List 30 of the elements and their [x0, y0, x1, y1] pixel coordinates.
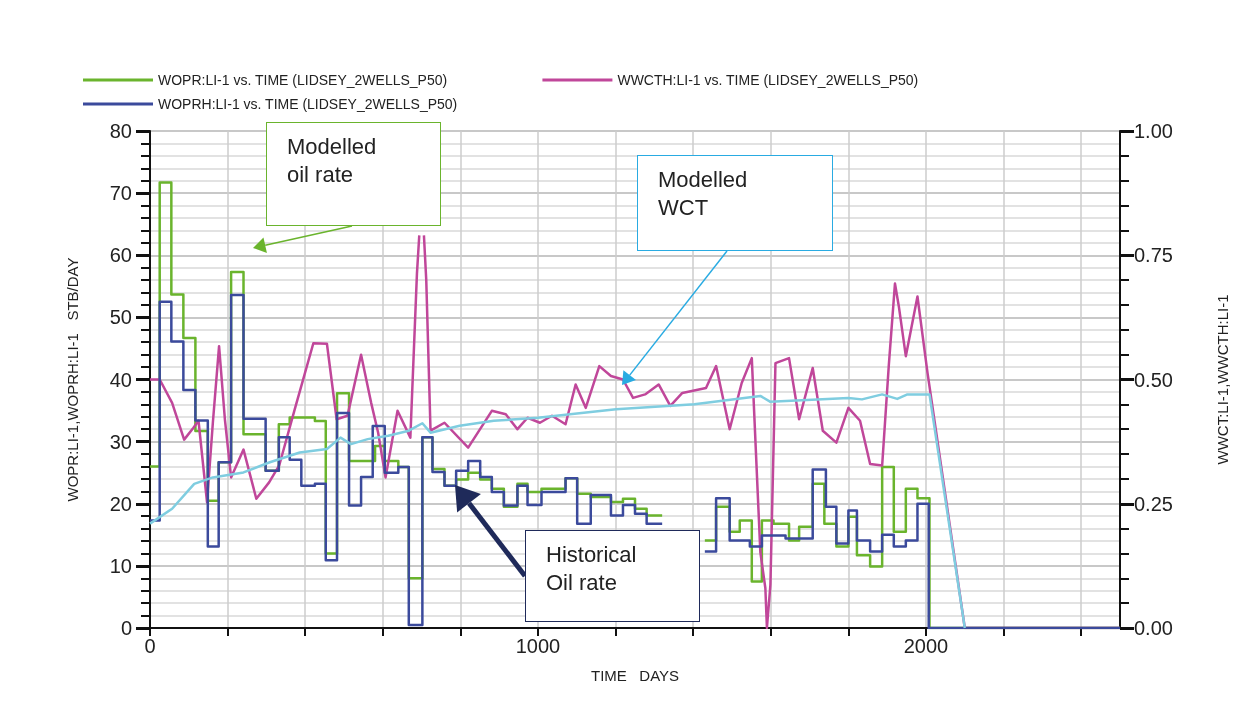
callout-box: Historical Oil rate	[525, 530, 700, 622]
y2-axis-title: WWCT:LI-1,WWCTH:LI-1	[1214, 294, 1231, 465]
y-axis-title: WOPR:LI-1,WOPRH:LI-1 STB/DAY	[64, 257, 81, 502]
x-tick-label: 0	[144, 635, 156, 657]
y2-tick-label: 0.50	[1134, 368, 1173, 391]
x-axis-title: TIME DAYS	[590, 667, 680, 684]
y-tick-label: 0	[120, 617, 132, 639]
legend-label: WWCTH:LI-1 vs. TIME (LIDSEY_2WELLS_P50)	[617, 72, 919, 88]
annotation: Historical Oil rate	[546, 541, 638, 597]
callout-box: Modelled oil rate	[266, 122, 441, 226]
y-tick-label: 30	[109, 430, 132, 453]
legend-label: WOPRH:LI-1 vs. TIME (LIDSEY_2WELLS_P50)	[158, 96, 458, 112]
y-tick-label: 10	[109, 554, 132, 577]
x-tick-label: 2000	[903, 635, 949, 657]
y2-tick-label: 0.75	[1134, 244, 1173, 267]
y-tick-label: 20	[109, 492, 132, 515]
y2-tick-label: 0.25	[1134, 492, 1173, 515]
x-tick-label: 1000	[515, 635, 561, 657]
y2-tick-label: 0.00	[1134, 617, 1173, 639]
callout-box: Modelled WCT	[637, 155, 833, 251]
line-series	[148, 393, 967, 630]
y-tick-label: 80	[109, 120, 132, 142]
annotation: Modelled oil rate	[287, 133, 378, 189]
y-tick-label: 60	[109, 244, 132, 267]
y-tick-label: 70	[109, 182, 132, 205]
y-tick-label: 50	[109, 306, 132, 329]
annotation: Modelled WCT	[658, 166, 749, 222]
y2-tick-label: 1.00	[1134, 120, 1173, 142]
legend-label: WOPR:LI-1 vs. TIME (LIDSEY_2WELLS_P50)	[158, 72, 448, 88]
y-tick-label: 40	[109, 368, 132, 391]
